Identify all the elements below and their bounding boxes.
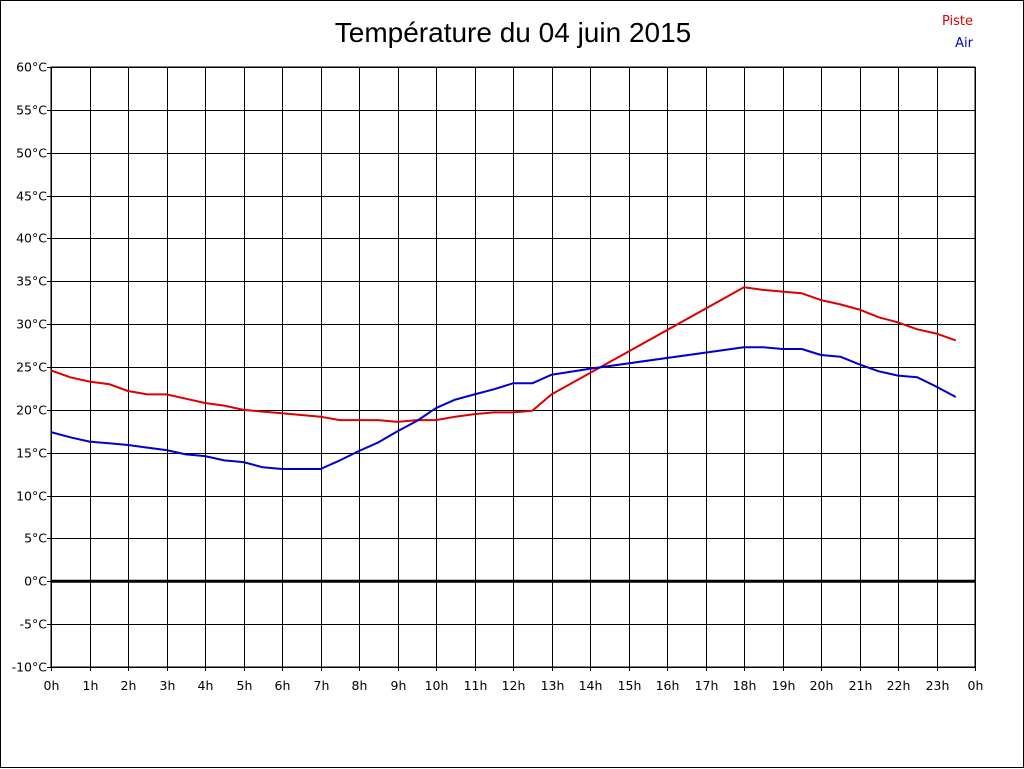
y-tick-label: 0°C: [24, 574, 47, 589]
chart-title: Température du 04 juin 2015: [334, 17, 692, 48]
x-tick-label: 23h: [926, 678, 950, 693]
x-tick-label: 12h: [502, 678, 526, 693]
y-tick-label: 30°C: [16, 317, 47, 332]
x-tick-label: 10h: [425, 678, 449, 693]
y-tick-label: 40°C: [16, 231, 47, 246]
series-line-air: [50, 346, 957, 470]
y-tick-label: 25°C: [16, 360, 47, 375]
x-tick-label: 22h: [887, 678, 911, 693]
y-tick-label: 10°C: [16, 489, 47, 504]
x-tick-label: 19h: [772, 678, 796, 693]
x-tick-label: 14h: [579, 678, 603, 693]
x-tick-label: 0h: [968, 678, 984, 693]
x-tick-label: 21h: [849, 678, 873, 693]
x-tick-label: 9h: [391, 678, 407, 693]
x-tick-label: 7h: [314, 678, 330, 693]
x-tick-label: 1h: [83, 678, 99, 693]
y-tick-label: 55°C: [16, 103, 47, 118]
x-tick-label: 2h: [121, 678, 137, 693]
y-tick-label: -5°C: [20, 617, 48, 632]
x-tick-label: 8h: [352, 678, 368, 693]
legend-air: Air: [955, 36, 973, 51]
x-tick-label: 5h: [237, 678, 253, 693]
x-tick-label: 6h: [275, 678, 291, 693]
x-tick-label: 16h: [656, 678, 680, 693]
y-tick-label: 5°C: [24, 531, 47, 546]
legend-piste: Piste: [941, 14, 973, 29]
y-tick-label: 60°C: [16, 60, 47, 75]
x-tick-label: 18h: [733, 678, 757, 693]
y-tick-label: 35°C: [16, 274, 47, 289]
x-tick-label: 11h: [464, 678, 488, 693]
x-tick-label: 13h: [541, 678, 565, 693]
x-tick-label: 3h: [160, 678, 176, 693]
x-tick-label: 4h: [198, 678, 214, 693]
y-tick-label: 15°C: [16, 446, 47, 461]
y-tick-label: 45°C: [16, 189, 47, 204]
x-tick-label: 15h: [618, 678, 642, 693]
y-tick-label: 50°C: [16, 146, 47, 161]
y-tick-label: 20°C: [16, 403, 47, 418]
x-tick-label: 0h: [44, 678, 60, 693]
x-tick-label: 20h: [810, 678, 834, 693]
x-tick-label: 17h: [695, 678, 719, 693]
y-tick-label: -10°C: [12, 660, 48, 675]
